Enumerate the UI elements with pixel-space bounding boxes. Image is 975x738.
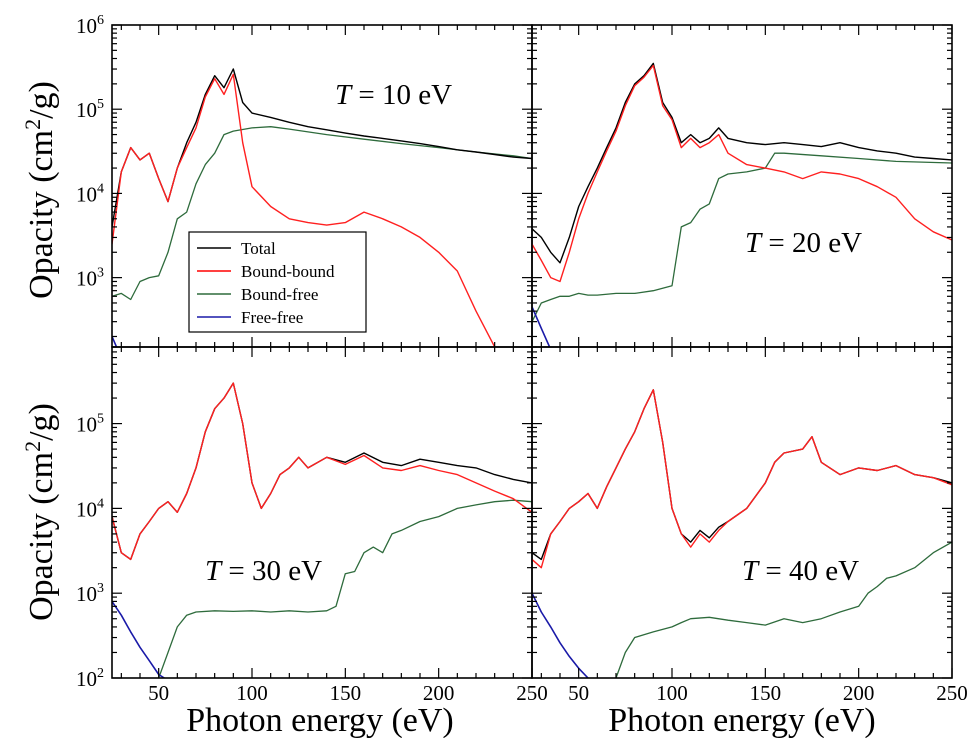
- y-tick-base: 10: [76, 98, 97, 122]
- series-group: [112, 382, 532, 678]
- temperature-label: T = 40 eV: [742, 555, 859, 587]
- y-tick-exp: 5: [97, 412, 104, 427]
- y-tick-label: 106: [76, 13, 104, 38]
- series-bound-free: [112, 126, 532, 301]
- temperature-value: = 40 eV: [758, 555, 859, 587]
- x-tick-label: 250: [936, 681, 968, 705]
- panel-2: T = 20 eV: [531, 24, 953, 348]
- x-tick-label: 250: [516, 681, 548, 705]
- y-tick-base: 10: [76, 267, 97, 291]
- x-tick-label: 50: [568, 681, 589, 705]
- series-total: [532, 389, 952, 561]
- temperature-symbol: T: [335, 79, 353, 111]
- temperature-symbol: T: [742, 555, 760, 587]
- temperature-label: T = 10 eV: [335, 79, 452, 111]
- y-tick-exp: 5: [97, 97, 104, 112]
- y-tick-exp: 4: [97, 496, 104, 511]
- legend-entry: Total: [241, 239, 276, 258]
- series-bound-free: [532, 152, 952, 322]
- y-tick-exp: 4: [97, 181, 104, 196]
- y-tick-exp: 2: [97, 666, 104, 681]
- x-tick-label: 150: [330, 681, 362, 705]
- y-tick-base: 10: [76, 413, 97, 437]
- y-tick-label: 105: [76, 412, 104, 437]
- x-tick-label: 50: [148, 681, 169, 705]
- y-tick-base: 10: [76, 182, 97, 206]
- temperature-symbol: T: [745, 227, 763, 259]
- temperature-symbol: T: [205, 555, 223, 587]
- legend-entry: Free-free: [241, 308, 303, 327]
- x-axis-title-right: Photon energy (eV): [608, 702, 876, 738]
- y-tick-exp: 6: [97, 13, 104, 28]
- x-tick-label: 100: [236, 681, 268, 705]
- series-free-free: [532, 592, 589, 678]
- legend: Total Bound-bound Bound-free Free-free: [188, 231, 367, 333]
- y-tick-base: 10: [76, 14, 97, 38]
- ylabel-superscript: 2: [20, 119, 45, 130]
- y-tick-exp: 3: [97, 581, 104, 596]
- y-tick-exp: 3: [97, 266, 104, 281]
- x-tick-label: 100: [656, 681, 688, 705]
- x-axis-title-left: Photon energy (eV): [186, 702, 454, 738]
- temperature-value: = 20 eV: [761, 227, 862, 259]
- series-total: [112, 382, 532, 561]
- panel-frame: [111, 346, 533, 679]
- ylabel-superscript: 2: [20, 441, 45, 452]
- panel-4: 50 100 150 200 250 T = 40 eV: [531, 346, 968, 705]
- series-total: [532, 62, 952, 264]
- series-bound-free: [158, 499, 532, 678]
- series-bound-bound: [532, 64, 952, 283]
- y-tick-label: 104: [76, 181, 104, 206]
- ylabel-end: /g): [23, 403, 60, 441]
- y-tick-label: 104: [76, 496, 104, 521]
- temperature-value: = 30 eV: [221, 555, 322, 587]
- series-bound-bound: [112, 382, 532, 561]
- series-group: [532, 389, 952, 678]
- y-tick-label: 105: [76, 97, 104, 122]
- ylabel-end: /g): [23, 81, 60, 119]
- x-tick-label: 200: [843, 681, 875, 705]
- panel-frame: [531, 24, 953, 348]
- y-tick-base: 10: [76, 667, 97, 691]
- y-axis-title-bottom: Opacity (cm2/g): [20, 403, 61, 621]
- series-bound-bound: [532, 389, 952, 569]
- ylabel-text: Opacity (cm: [23, 452, 60, 621]
- x-tick-label: 200: [423, 681, 455, 705]
- series-free-free: [112, 336, 118, 347]
- y-tick-label: 103: [76, 266, 104, 291]
- y-tick-label: 102: [76, 666, 104, 691]
- legend-entry: Bound-bound: [241, 262, 335, 281]
- temperature-label: T = 30 eV: [205, 555, 322, 587]
- y-tick-label: 103: [76, 581, 104, 606]
- series-free-free: [532, 306, 551, 347]
- ylabel-text: Opacity (cm: [23, 130, 60, 299]
- y-tick-base: 10: [76, 582, 97, 606]
- series-free-free: [112, 600, 165, 678]
- series-bound-free: [615, 541, 952, 678]
- series-total: [112, 68, 532, 228]
- x-tick-label: 150: [750, 681, 782, 705]
- y-tick-base: 10: [76, 497, 97, 521]
- series-bound-bound: [112, 73, 496, 347]
- series-group: [532, 62, 952, 347]
- series-group: [112, 68, 532, 347]
- legend-entry: Bound-free: [241, 285, 318, 304]
- y-axis-title-top: Opacity (cm2/g): [20, 81, 61, 299]
- temperature-label: T = 20 eV: [745, 227, 862, 259]
- temperature-value: = 10 eV: [351, 79, 452, 111]
